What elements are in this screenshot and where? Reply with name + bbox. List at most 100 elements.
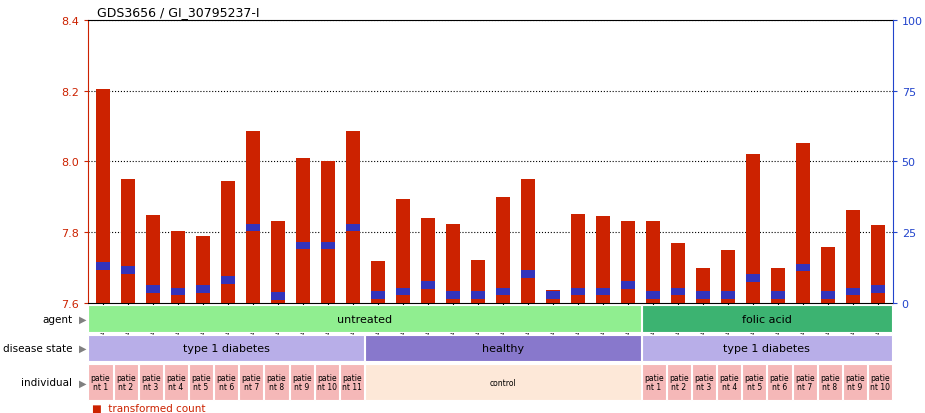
Text: ■  transformed count: ■ transformed count: [92, 403, 206, 413]
Bar: [371, 261, 385, 304]
Text: ▶: ▶: [79, 343, 86, 353]
Text: patie
nt 8: patie nt 8: [266, 373, 287, 392]
Text: patie
nt 3: patie nt 3: [694, 373, 714, 392]
FancyBboxPatch shape: [818, 365, 842, 400]
Text: patie
nt 6: patie nt 6: [770, 373, 789, 392]
Bar: [845, 211, 859, 304]
Text: ▶: ▶: [79, 314, 86, 324]
Text: ▶: ▶: [79, 377, 86, 387]
Text: healthy: healthy: [482, 343, 524, 353]
Bar: [321, 242, 335, 250]
Text: patie
nt 5: patie nt 5: [745, 373, 764, 392]
Text: patie
nt 10: patie nt 10: [316, 373, 337, 392]
Bar: [546, 290, 560, 304]
FancyBboxPatch shape: [868, 365, 892, 400]
FancyBboxPatch shape: [114, 365, 138, 400]
Text: type 1 diabetes: type 1 diabetes: [183, 343, 269, 353]
Bar: [321, 161, 335, 304]
Bar: [196, 285, 210, 293]
Bar: [596, 217, 610, 304]
Text: untreated: untreated: [337, 314, 392, 324]
Bar: [271, 221, 285, 304]
Bar: [671, 288, 684, 296]
FancyBboxPatch shape: [843, 365, 867, 400]
Text: GDS3656 / GI_30795237-I: GDS3656 / GI_30795237-I: [97, 6, 260, 19]
Text: patie
nt 4: patie nt 4: [720, 373, 739, 392]
Bar: [121, 267, 135, 275]
FancyBboxPatch shape: [89, 335, 364, 361]
FancyBboxPatch shape: [742, 365, 767, 400]
Bar: [171, 231, 185, 304]
Bar: [246, 224, 260, 232]
Bar: [471, 292, 485, 299]
FancyBboxPatch shape: [667, 365, 691, 400]
Bar: [221, 182, 235, 304]
FancyBboxPatch shape: [89, 306, 641, 332]
Text: disease state: disease state: [3, 343, 72, 353]
Bar: [296, 159, 310, 304]
Bar: [820, 247, 834, 304]
Bar: [521, 180, 535, 304]
Bar: [870, 285, 884, 293]
Bar: [571, 288, 585, 296]
Text: individual: individual: [21, 377, 72, 387]
Bar: [96, 90, 110, 304]
FancyBboxPatch shape: [717, 365, 741, 400]
Text: patie
nt 9: patie nt 9: [845, 373, 865, 392]
Text: patie
nt 1: patie nt 1: [644, 373, 663, 392]
FancyBboxPatch shape: [189, 365, 213, 400]
FancyBboxPatch shape: [265, 365, 289, 400]
FancyBboxPatch shape: [164, 365, 188, 400]
Bar: [421, 218, 435, 304]
Bar: [646, 292, 660, 299]
Bar: [496, 197, 510, 304]
Bar: [271, 292, 285, 300]
Bar: [696, 292, 709, 299]
Bar: [396, 199, 410, 304]
Bar: [396, 288, 410, 296]
FancyBboxPatch shape: [365, 335, 641, 361]
Bar: [421, 282, 435, 290]
Bar: [771, 268, 784, 304]
Bar: [746, 275, 759, 282]
Bar: [246, 132, 260, 304]
Text: control: control: [489, 378, 516, 387]
Bar: [496, 288, 510, 296]
Bar: [546, 292, 560, 299]
FancyBboxPatch shape: [139, 365, 163, 400]
Text: folic acid: folic acid: [742, 314, 792, 324]
FancyBboxPatch shape: [642, 335, 892, 361]
Text: patie
nt 9: patie nt 9: [291, 373, 312, 392]
Text: patie
nt 2: patie nt 2: [669, 373, 689, 392]
Text: patie
nt 5: patie nt 5: [191, 373, 211, 392]
FancyBboxPatch shape: [339, 365, 364, 400]
Text: patie
nt 4: patie nt 4: [166, 373, 186, 392]
Bar: [796, 264, 809, 272]
Bar: [721, 251, 734, 304]
Text: patie
nt 10: patie nt 10: [870, 373, 890, 392]
FancyBboxPatch shape: [692, 365, 716, 400]
Bar: [746, 154, 759, 304]
Bar: [96, 262, 110, 270]
Text: patie
nt 6: patie nt 6: [216, 373, 236, 392]
FancyBboxPatch shape: [365, 365, 641, 400]
Bar: [596, 288, 610, 296]
Bar: [471, 261, 485, 304]
Bar: [296, 242, 310, 250]
FancyBboxPatch shape: [290, 365, 314, 400]
Text: patie
nt 1: patie nt 1: [91, 373, 110, 392]
Bar: [646, 221, 660, 304]
Bar: [346, 131, 360, 304]
Bar: [221, 276, 235, 284]
Bar: [346, 224, 360, 232]
Text: patie
nt 2: patie nt 2: [116, 373, 135, 392]
Bar: [171, 288, 185, 296]
Bar: [870, 225, 884, 304]
Bar: [696, 268, 709, 304]
FancyBboxPatch shape: [89, 365, 113, 400]
Bar: [521, 271, 535, 278]
Bar: [571, 214, 585, 304]
Bar: [820, 292, 834, 299]
Bar: [621, 282, 635, 290]
Bar: [121, 179, 135, 304]
